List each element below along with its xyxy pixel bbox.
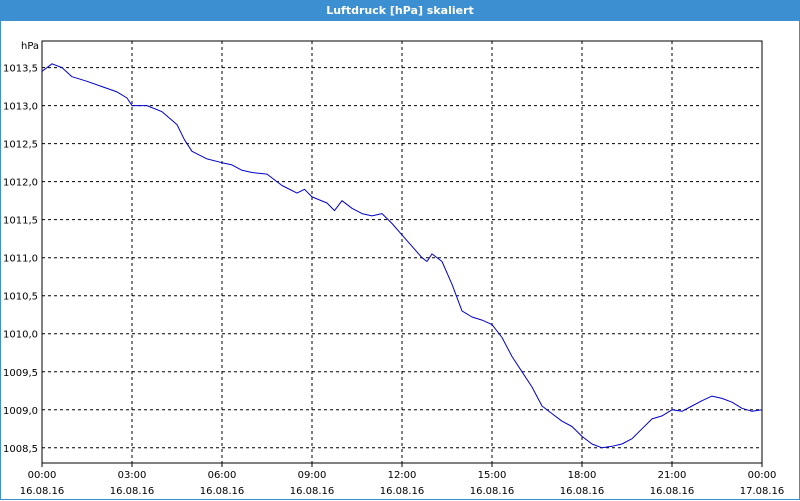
x-tick-time-label: 15:00: [478, 470, 507, 481]
x-tick-time-label: 03:00: [118, 470, 147, 481]
x-tick-date-label: 17.08.16: [740, 486, 785, 497]
x-tick-date-label: 16.08.16: [380, 486, 425, 497]
series-group: [41, 63, 763, 449]
grid-lines: [41, 41, 763, 467]
y-tick-label: 1013,5: [3, 64, 38, 75]
x-tick-date-label: 16.08.16: [20, 486, 65, 497]
x-tick-time-label: 00:00: [28, 470, 57, 481]
x-tick-time-label: 12:00: [388, 470, 417, 481]
y-tick-label: 1012,0: [3, 178, 38, 189]
x-tick-date-label: 16.08.16: [650, 486, 695, 497]
y-tick-labels: 1013,5 1013,0 1012,5 1012,0 1011,5 1011,0 1010…: [3, 64, 38, 455]
window-title: Luftdruck [hPa] skaliert: [1, 1, 799, 21]
x-tick-date-label: 16.08.16: [290, 486, 335, 497]
y-tick-label: 1011,0: [3, 254, 38, 265]
x-tick-date-label: 16.08.16: [110, 486, 155, 497]
x-tick-time-label: 00:00: [748, 470, 777, 481]
x-tick-time-label: 06:00: [208, 470, 237, 481]
x-tick-time-label: 09:00: [298, 470, 327, 481]
y-axis-unit-label: hPa: [21, 41, 39, 52]
x-tick-labels: 00:00 16.08.16 03:00 16.08.16 06:00 16.08.16 0…: [20, 470, 785, 497]
y-tick-label: 1012,5: [3, 140, 38, 151]
y-tick-label: 1013,0: [3, 102, 38, 113]
y-tick-label: 1010,0: [3, 330, 38, 341]
y-tick-label: 1008,5: [3, 444, 38, 455]
y-tick-label: 1011,5: [3, 216, 38, 227]
x-tick-time-label: 18:00: [568, 470, 597, 481]
y-tick-label: 1010,5: [3, 292, 38, 303]
x-tick-date-label: 16.08.16: [560, 486, 605, 497]
series-line-luftdruck: [41, 63, 763, 449]
x-tick-date-label: 16.08.16: [470, 486, 515, 497]
x-tick-date-label: 16.08.16: [200, 486, 245, 497]
y-tick-label: 1009,5: [3, 368, 38, 379]
x-tick-time-label: 21:00: [658, 470, 687, 481]
plot-area-frame: [41, 40, 763, 464]
y-tick-label: 1009,0: [3, 406, 38, 417]
